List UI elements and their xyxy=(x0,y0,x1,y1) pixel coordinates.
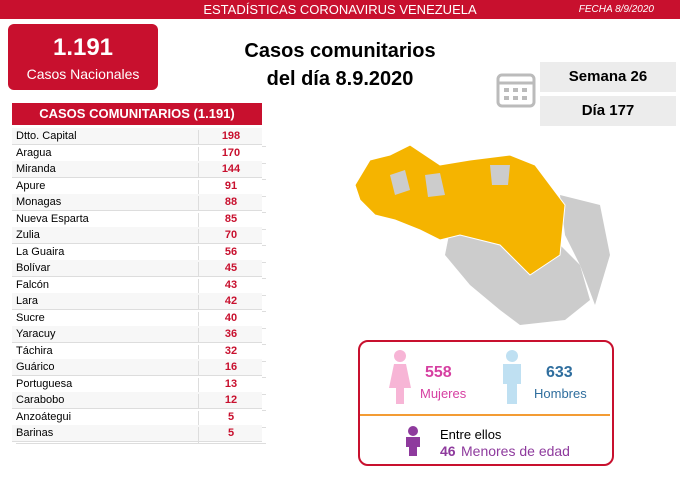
day: Día 177 xyxy=(540,96,676,126)
table-row: Zulia 70 xyxy=(12,227,266,246)
table-row: La Guaira 56 xyxy=(12,243,266,263)
table-row: Táchira 32 xyxy=(12,342,266,362)
case-count: 5 xyxy=(198,427,263,444)
top-bar xyxy=(0,0,680,19)
women-label: Mujeres xyxy=(420,386,467,401)
headline-2: del día 8.9.2020 xyxy=(266,68,414,90)
table-row: Apure 91 xyxy=(12,177,266,197)
minors-intro: Entre ellos xyxy=(440,427,502,442)
table-row: Guárico 16 xyxy=(12,359,266,378)
woman-icon xyxy=(389,350,411,404)
table-row: Miranda 144 xyxy=(12,161,266,180)
state-name: Barinas xyxy=(16,427,266,444)
table-row: Nueva Esparta 85 xyxy=(12,210,266,230)
minors-label: Menores de edad xyxy=(461,443,570,459)
calendar-icon xyxy=(496,73,536,108)
table-row: Dtto. Capital 198 xyxy=(12,128,266,147)
table-title: CASOS COMUNITARIOS (1.191) xyxy=(12,103,262,125)
men-value: 633 xyxy=(546,364,573,381)
total-box xyxy=(8,24,158,90)
header-date: FECHA 8/9/2020 xyxy=(578,4,654,15)
week: Semana 26 xyxy=(540,62,676,92)
table-row: Portuguesa 13 xyxy=(12,375,266,395)
headline-1: Casos comunitarios xyxy=(244,40,436,62)
table-row: Barinas 5 xyxy=(12,425,266,444)
table-row: Falcón 43 xyxy=(12,276,266,296)
table-row: Monagas 88 xyxy=(12,194,266,213)
men-label: Hombres xyxy=(534,386,587,401)
map xyxy=(354,144,610,325)
table-row: Carabobo 12 xyxy=(12,392,266,411)
total-label: Casos Nacionales xyxy=(26,66,140,82)
total-value: 1.191 xyxy=(52,34,114,61)
table-row: Aragua 170 xyxy=(12,144,266,164)
table-row: Yaracuy 36 xyxy=(12,326,266,345)
table-row: Lara 42 xyxy=(12,293,266,312)
table-row: Bolívar 45 xyxy=(12,260,266,279)
child-icon xyxy=(406,426,420,456)
women-value: 558 xyxy=(425,364,452,381)
gender-box xyxy=(358,340,614,466)
man-icon xyxy=(503,350,521,404)
header-title: ESTADÍSTICAS CORONAVIRUS VENEZUELA xyxy=(203,2,477,17)
table-row: Sucre 40 xyxy=(12,309,266,329)
divider xyxy=(360,414,610,416)
minors-value: 46 xyxy=(440,443,456,459)
table-row: Anzoátegui 5 xyxy=(12,408,266,428)
